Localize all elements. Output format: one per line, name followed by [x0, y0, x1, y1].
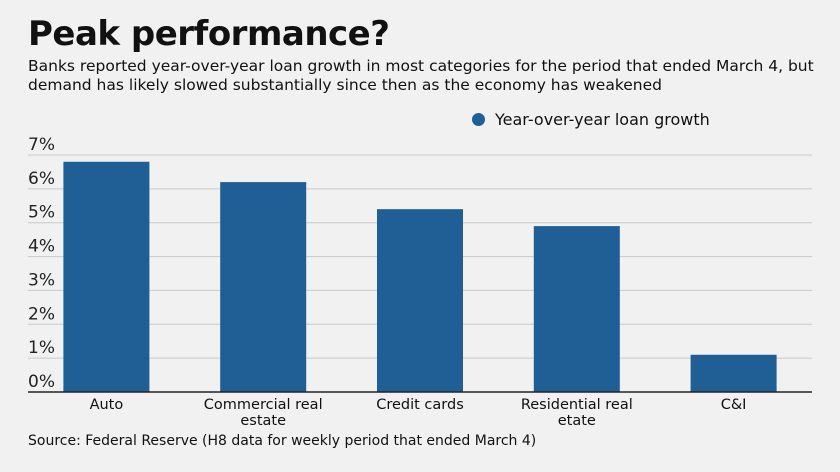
bar-3 [533, 226, 620, 392]
y-tick-label: 1% [28, 338, 55, 358]
x-tick-label: C&I [721, 397, 747, 413]
y-tick-label: 3% [28, 270, 55, 290]
y-tick-label: 4% [28, 237, 55, 257]
x-tick-label: Credit cards [376, 397, 464, 413]
bar-4 [690, 354, 777, 392]
y-tick-label: 6% [28, 169, 55, 189]
x-tick-label-line: estate [240, 413, 286, 429]
y-tick-label: 0% [28, 372, 55, 392]
legend-label: Year-over-year loan growth [495, 110, 710, 129]
bar-2 [377, 209, 463, 392]
source-note: Source: Federal Reserve (H8 data for wee… [28, 433, 537, 449]
y-tick-label: 5% [28, 203, 55, 223]
x-tick-label-line: Auto [90, 397, 124, 413]
chart-title: Peak performance? [28, 14, 390, 54]
x-tick-label: Residential real etate [521, 397, 633, 429]
x-tick-label-line: Credit cards [376, 397, 464, 413]
x-tick-label-line: Commercial real [204, 397, 323, 413]
x-tick-label-line: etate [558, 413, 596, 429]
bar-0 [63, 161, 150, 392]
legend: Year-over-year loan growth [472, 110, 710, 129]
y-tick-label: 7% [28, 135, 55, 155]
chart-subtitle: Banks reported year-over-year loan growt… [28, 57, 814, 94]
bar-1 [220, 182, 307, 392]
x-tick-label-line: Residential real [521, 397, 633, 413]
legend-swatch [472, 113, 485, 126]
x-tick-label: Auto [90, 397, 124, 413]
x-tick-label: Commercial real estate [204, 397, 323, 429]
y-tick-label: 2% [28, 304, 55, 324]
x-tick-label-line: C&I [721, 397, 747, 413]
